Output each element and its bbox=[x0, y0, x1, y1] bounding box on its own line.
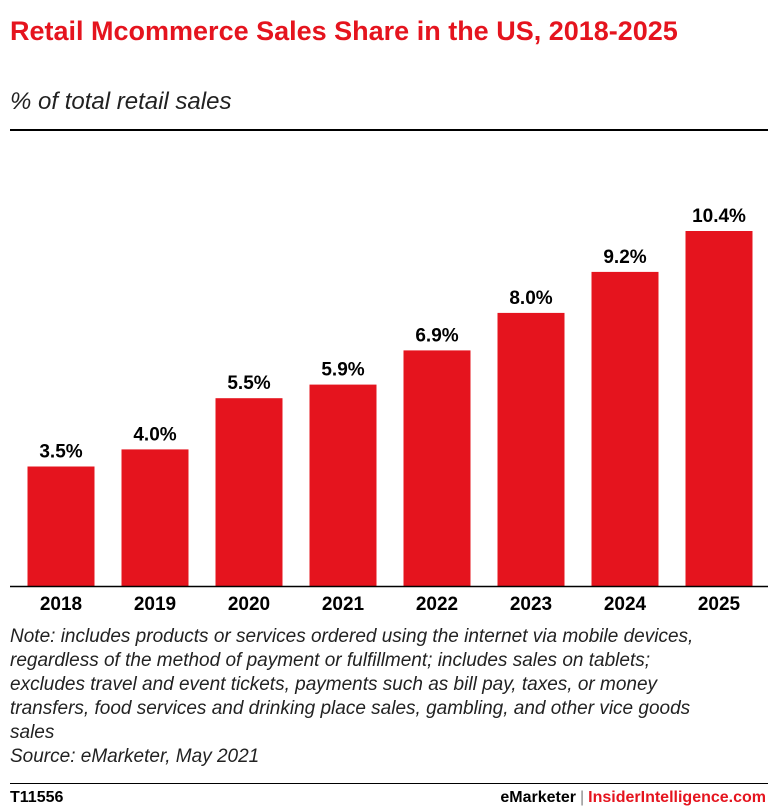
brand-separator: | bbox=[580, 789, 585, 806]
x-tick-2019: 2019 bbox=[134, 594, 176, 615]
x-tick-2024: 2024 bbox=[604, 594, 647, 615]
bottom-divider bbox=[10, 783, 768, 784]
x-tick-2020: 2020 bbox=[228, 594, 270, 615]
brand-emarketer: eMarketer bbox=[500, 789, 577, 806]
bar-2024 bbox=[591, 271, 659, 586]
brand-credit: eMarketer | InsiderIntelligence.com bbox=[500, 789, 766, 807]
chart-title: Retail Mcommerce Sales Share in the US, … bbox=[10, 16, 678, 46]
note-line-4: transfers, food services and drinking pl… bbox=[10, 698, 691, 719]
bar-2023 bbox=[497, 312, 565, 586]
source-line: Source: eMarketer, May 2021 bbox=[10, 746, 260, 767]
note-line-2: regardless of the method of payment or f… bbox=[10, 650, 651, 671]
bar-2019 bbox=[121, 449, 189, 586]
bar-2022 bbox=[403, 350, 471, 586]
chart-code: T11556 bbox=[10, 789, 64, 806]
bar-chart: 3.5% 2018 4.0% 2019 5.5% 2020 5.9% 2021 6.9% 2022… bbox=[10, 206, 768, 615]
value-label-2023: 8.0% bbox=[509, 288, 552, 309]
x-tick-2025: 2025 bbox=[698, 594, 741, 615]
note-line-3: excludes travel and event tickets, payme… bbox=[10, 674, 658, 695]
chart-subtitle: % of total retail sales bbox=[10, 88, 232, 115]
top-divider bbox=[10, 129, 768, 131]
x-tick-2023: 2023 bbox=[510, 594, 552, 615]
bar-2021 bbox=[309, 384, 377, 586]
value-label-2021: 5.9% bbox=[321, 360, 364, 381]
value-label-2025: 10.4% bbox=[692, 206, 746, 227]
bar-2018 bbox=[27, 466, 95, 586]
bar-2025 bbox=[685, 231, 753, 586]
value-label-2019: 4.0% bbox=[133, 424, 176, 445]
note-line-5: sales bbox=[10, 722, 55, 743]
x-tick-2022: 2022 bbox=[416, 594, 458, 615]
value-label-2022: 6.9% bbox=[415, 325, 458, 346]
value-label-2020: 5.5% bbox=[227, 373, 270, 394]
value-label-2024: 9.2% bbox=[603, 247, 646, 268]
note-line-1: Note: includes products or services orde… bbox=[10, 626, 694, 647]
bar-2020 bbox=[215, 398, 283, 586]
chart-note: Note: includes products or services orde… bbox=[10, 625, 770, 769]
x-tick-2018: 2018 bbox=[40, 594, 82, 615]
brand-insider-intelligence: InsiderIntelligence.com bbox=[588, 789, 766, 806]
value-label-2018: 3.5% bbox=[39, 442, 82, 463]
x-tick-2021: 2021 bbox=[322, 594, 365, 615]
